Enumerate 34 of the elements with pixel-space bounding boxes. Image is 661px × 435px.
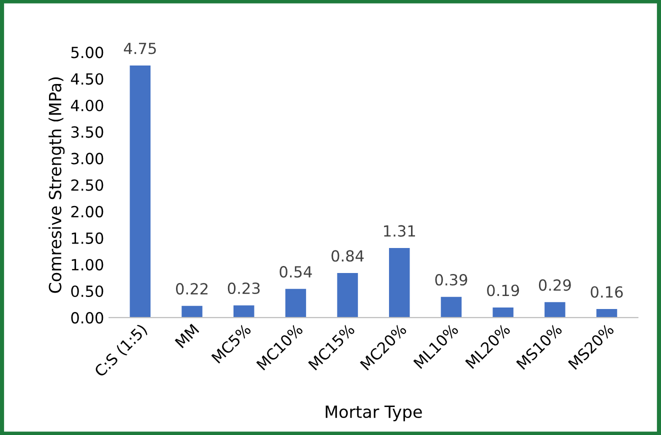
y-tick-label: 3.50	[71, 126, 104, 138]
data-label: 0.84	[332, 250, 364, 262]
bar	[389, 248, 410, 318]
y-tick-label: 0.00	[71, 312, 104, 324]
y-tick-label: 5.00	[71, 46, 104, 58]
y-tick-label: 4.00	[70, 100, 104, 112]
data-label: 0.29	[538, 279, 571, 291]
bar	[337, 272, 358, 318]
y-axis-title: Comresive Strength (MPa)	[48, 77, 65, 293]
bar	[440, 296, 462, 318]
y-tick-label: 3.00	[71, 152, 104, 164]
data-label: 0.54	[280, 266, 312, 278]
data-label: 0.16	[590, 286, 623, 298]
y-tick-label: 0.50	[71, 285, 104, 298]
data-label: 0.39	[435, 274, 468, 286]
bar	[182, 306, 202, 318]
data-label: 1.31	[384, 225, 415, 237]
bar	[233, 305, 254, 318]
y-tick-label: 1.00	[72, 258, 104, 270]
bar	[130, 65, 151, 318]
data-label: 4.75	[124, 42, 156, 54]
bar	[596, 309, 618, 318]
x-axis-title: Mortar Type	[326, 406, 422, 422]
y-tick-label: 1.50	[72, 232, 104, 244]
x-tick-label: MM	[174, 324, 200, 348]
y-tick-label: 2.50	[71, 179, 104, 191]
y-tick-label: 4.50	[70, 73, 104, 85]
data-label: 0.22	[176, 283, 208, 295]
bar	[285, 288, 306, 318]
data-label: 0.23	[228, 282, 260, 294]
bar	[544, 302, 566, 318]
bar	[492, 307, 514, 318]
y-tick-label: 2.00	[71, 206, 104, 218]
data-label: 0.19	[487, 284, 520, 296]
